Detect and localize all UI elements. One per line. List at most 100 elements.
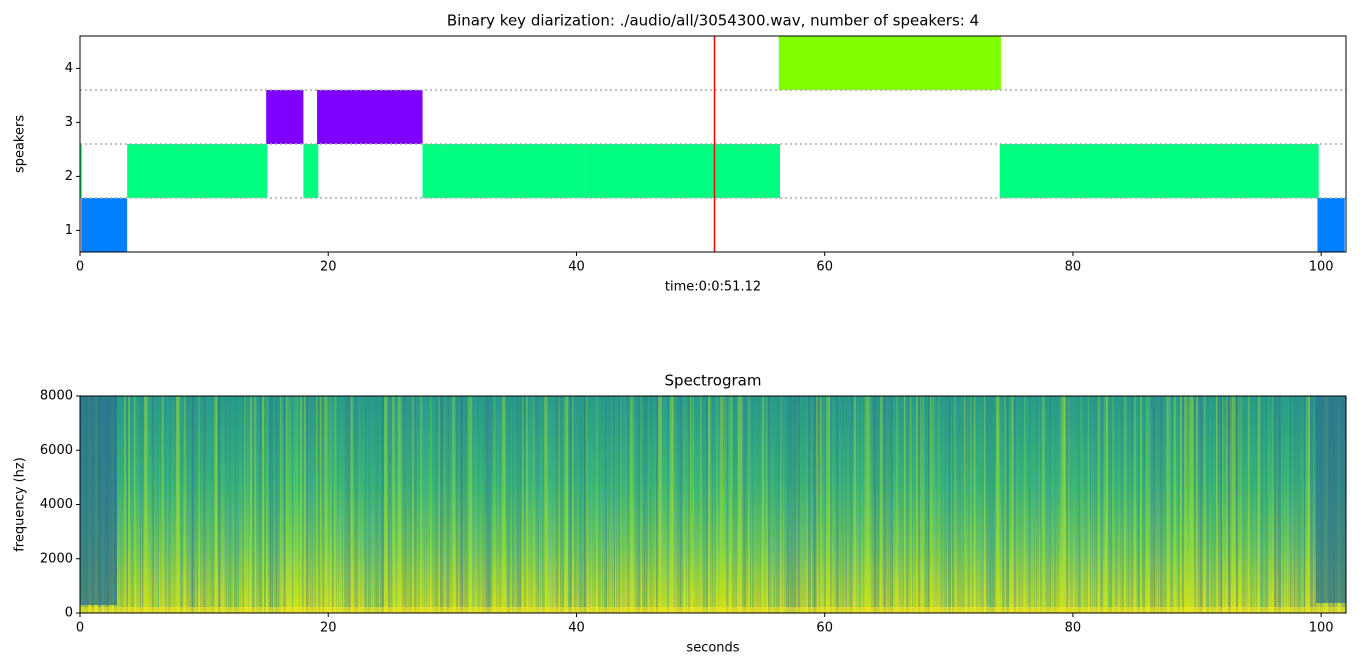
spectrogram-texture	[516, 396, 519, 613]
spectrogram-texture	[210, 396, 213, 613]
spectrogram-texture	[1056, 396, 1059, 613]
spectrogram-texture	[524, 396, 526, 613]
spectrogram-texture	[1248, 396, 1250, 613]
spectrogram-texture	[730, 396, 733, 613]
spectrogram-texture	[202, 396, 205, 613]
spectrogram-texture	[80, 607, 1346, 613]
spectrogram-texture	[1190, 396, 1193, 613]
spectrogram-texture	[994, 396, 996, 613]
spectrogram-texture	[454, 396, 456, 613]
spectrogram-texture	[152, 396, 154, 613]
spectrogram-texture	[520, 396, 523, 613]
segment	[266, 90, 304, 144]
spectrogram-texture	[1226, 396, 1228, 613]
spectrogram-texture	[382, 396, 384, 613]
spectrogram-texture	[698, 396, 701, 613]
spectrogram-texture	[1064, 396, 1067, 613]
spectrogram-texture	[1282, 396, 1284, 613]
spectrogram-texture	[1006, 396, 1009, 613]
spectrogram-texture	[804, 396, 806, 613]
spectrogram-texture	[672, 396, 675, 613]
spectrogram-texture	[908, 396, 911, 613]
spectrogram-texture	[972, 396, 974, 613]
spectrogram-texture	[1100, 396, 1103, 613]
spectrogram-texture	[888, 396, 891, 613]
spectrogram-texture	[124, 396, 127, 613]
spectrogram-texture	[1170, 396, 1173, 613]
spectrogram-texture	[732, 396, 735, 613]
spectrogram-texture	[388, 396, 390, 613]
spectrogram-texture	[1112, 396, 1115, 613]
spectrogram-texture	[786, 396, 789, 613]
spectrogram-texture	[610, 396, 612, 613]
spectrogram-texture	[758, 396, 760, 613]
spectrogram-texture	[304, 396, 307, 613]
spectrogram-texture	[914, 396, 917, 613]
spectrogram-texture	[346, 396, 349, 613]
spectrogram-texture	[120, 396, 123, 613]
spectrogram-texture	[1134, 396, 1137, 613]
spectrogram-texture	[664, 396, 666, 613]
spectrogram-texture	[724, 396, 726, 613]
spectrogram-texture	[630, 396, 633, 613]
spectrogram-texture	[276, 396, 279, 613]
spectrogram-texture	[536, 396, 539, 613]
spectrogram-texture	[332, 396, 334, 613]
spectrogram-texture	[222, 396, 224, 613]
spectrogram-texture	[634, 396, 636, 613]
y-tick-label: 1	[65, 223, 73, 238]
spectrogram-texture	[1074, 396, 1077, 613]
segment	[317, 90, 423, 144]
spectrogram-texture	[376, 396, 379, 613]
spectrogram-texture	[620, 396, 622, 613]
spectrogram-texture	[1090, 396, 1092, 613]
spectrogram-texture	[1284, 396, 1287, 613]
spectrogram-texture	[80, 396, 117, 605]
spectrogram-texture	[676, 396, 679, 613]
spectrogram-texture	[962, 396, 965, 613]
spectrogram-texture	[1276, 396, 1279, 613]
spectrogram-texture	[744, 396, 747, 613]
plot-area	[80, 36, 1345, 252]
spectrogram-texture	[328, 396, 330, 613]
spectrogram-texture	[1038, 396, 1040, 613]
y-axis-label: frequency (hz)	[13, 457, 28, 552]
spectrogram-texture	[680, 396, 682, 613]
spectrogram-texture	[1106, 396, 1109, 613]
spectrogram-texture	[1152, 396, 1155, 613]
spectrogram-texture	[1128, 396, 1130, 613]
spectrogram-texture	[690, 396, 692, 613]
spectrogram-texture	[1032, 396, 1035, 613]
spectrogram-texture	[966, 396, 969, 613]
spectrogram-texture	[258, 396, 261, 613]
segment	[999, 144, 1319, 198]
spectrogram-texture	[826, 396, 828, 613]
spectrogram-texture	[734, 396, 737, 613]
spectrogram-texture	[176, 396, 179, 613]
x-tick-label: 20	[320, 260, 337, 275]
spectrogram-texture	[600, 396, 602, 613]
spectrogram-texture	[522, 396, 524, 613]
spectrogram-texture	[1130, 396, 1133, 613]
spectrogram-texture	[592, 396, 594, 613]
spectrogram-texture	[368, 396, 371, 613]
spectrogram-texture	[394, 396, 396, 613]
spectrogram-texture	[968, 396, 971, 613]
spectrogram-texture	[678, 396, 681, 613]
spectrogram-texture	[462, 396, 465, 613]
spectrogram-texture	[982, 396, 984, 613]
spectrogram-texture	[1110, 396, 1113, 613]
y-tick-label: 2000	[40, 551, 73, 566]
spectrogram-texture	[352, 396, 354, 613]
spectrogram-texture	[1196, 396, 1199, 613]
spectrogram-texture	[428, 396, 430, 613]
spectrogram-texture	[990, 396, 993, 613]
spectrogram-texture	[796, 396, 799, 613]
spectrogram-texture	[838, 396, 840, 613]
spectrogram-texture	[408, 396, 411, 613]
spectrogram-texture	[736, 396, 738, 613]
spectrogram-texture	[1274, 396, 1277, 613]
spectrogram-texture	[998, 396, 1000, 613]
x-tick-label: 40	[568, 621, 585, 636]
